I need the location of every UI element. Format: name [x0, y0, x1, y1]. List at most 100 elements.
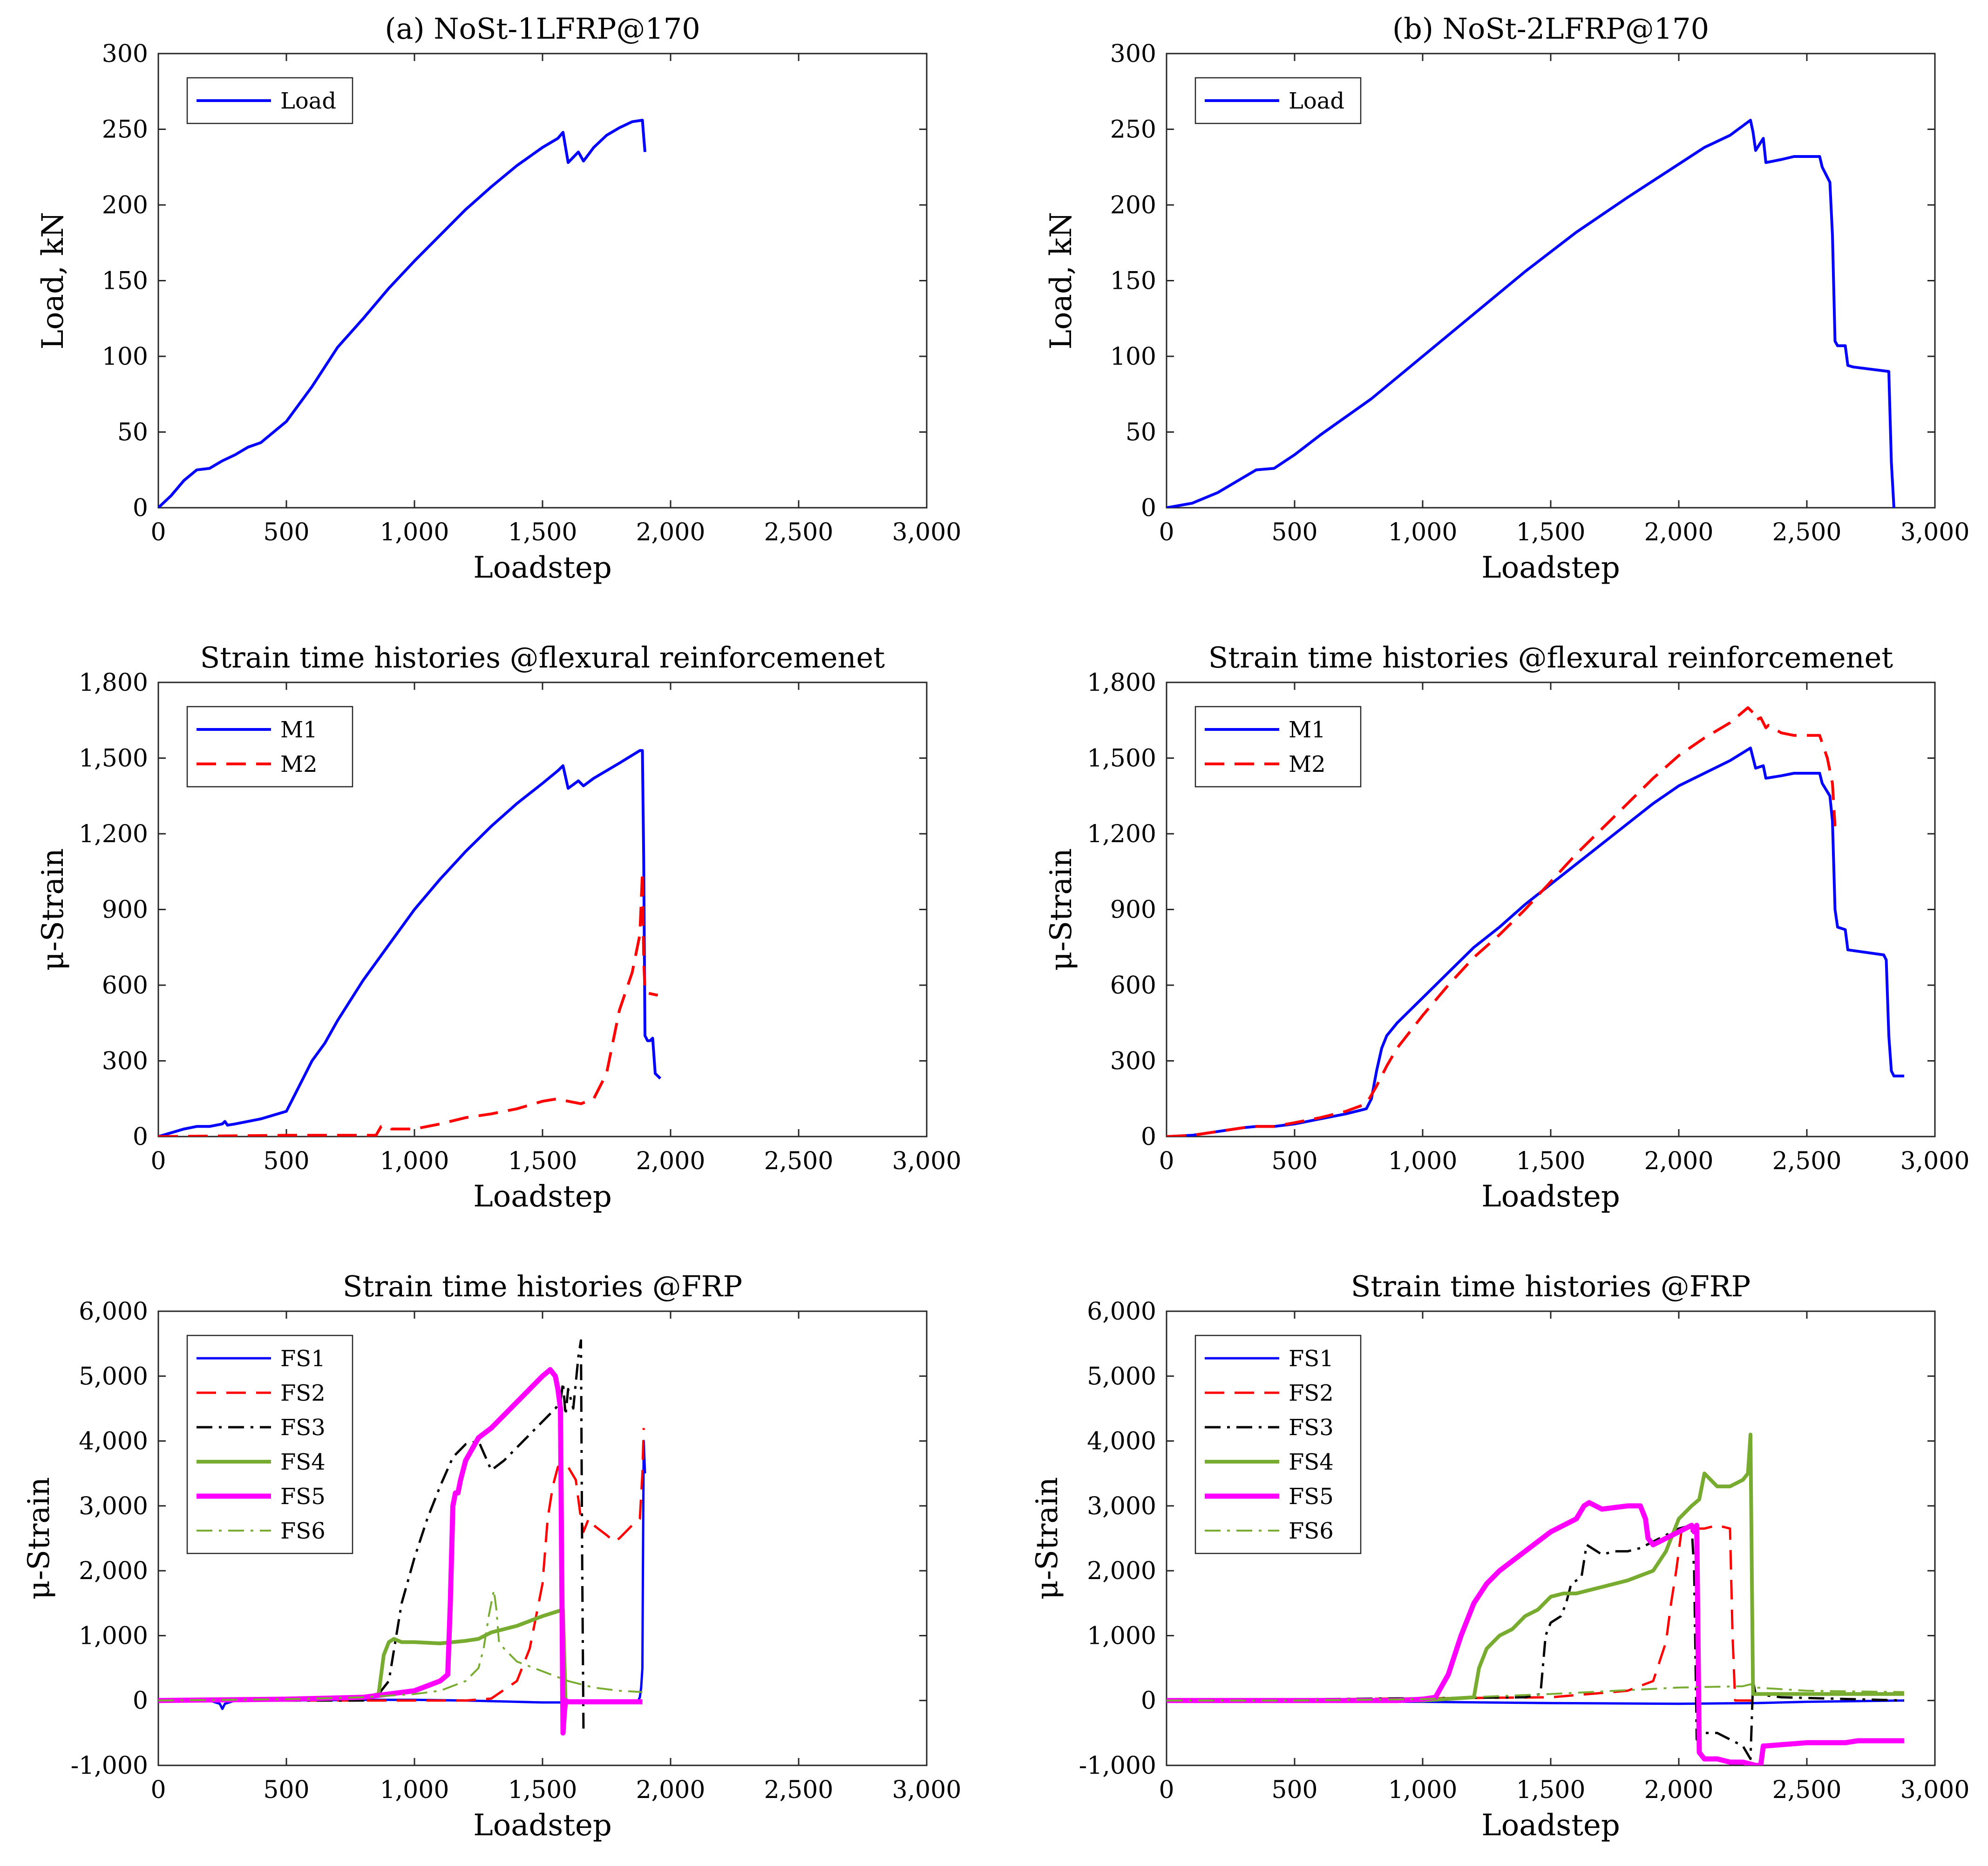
x-tick-label: 3,000 — [1900, 1147, 1970, 1175]
y-tick-label: 0 — [133, 494, 148, 522]
y-axis-label: μ-Strain — [36, 848, 70, 971]
y-tick-label: 3,000 — [79, 1492, 148, 1520]
x-tick-label: 3,000 — [1900, 1776, 1970, 1804]
chart-a2: Strain time histories @flexural reinforc… — [36, 640, 961, 1214]
y-tick-label: 300 — [102, 40, 148, 68]
x-tick-label: 0 — [1159, 1776, 1174, 1804]
x-tick-label: 0 — [1159, 1147, 1174, 1175]
plot-area — [1166, 53, 1936, 509]
chart-a3: Strain time histories @FRP 0 500 1,000 1,500… — [22, 1269, 961, 1843]
chart-title: Strain time histories @flexural reinforc… — [200, 640, 885, 674]
x-tick-label: 1,500 — [1516, 1776, 1586, 1804]
y-tick-label: 0 — [1141, 1123, 1156, 1151]
x-tick-label: 2,000 — [636, 1147, 706, 1175]
x-tick-label: 1,000 — [380, 1776, 449, 1804]
y-tick-label: 1,200 — [1087, 820, 1156, 848]
series-line-fs3 — [158, 1339, 585, 1733]
series-line-fs1 — [158, 1440, 646, 1710]
y-tick-label: 0 — [133, 1687, 148, 1715]
y-tick-label: 600 — [1110, 972, 1156, 1000]
y-tick-label: 1,500 — [79, 745, 148, 773]
y-axis-label: Load, kN — [1044, 212, 1079, 350]
x-tick-label: 500 — [263, 1147, 309, 1175]
x-tick-label: 1,500 — [508, 518, 577, 546]
x-axis-label: Loadstep — [473, 1808, 612, 1843]
legend: FS1 FS2 FS3 FS4 FS5 FS6 — [1194, 1335, 1362, 1554]
series-group — [1167, 119, 1895, 508]
x-tick-label: 2,500 — [1772, 1776, 1842, 1804]
y-tick-label: 150 — [1110, 267, 1156, 295]
legend-entry: FS2 — [1289, 1380, 1334, 1406]
y-tick-label: 0 — [1141, 494, 1156, 522]
plot-area — [157, 53, 928, 509]
legend-box — [186, 706, 353, 788]
y-tick-label: 1,000 — [79, 1622, 148, 1650]
y-tick-label: 300 — [1110, 40, 1156, 68]
y-tick-label: 1,200 — [79, 820, 148, 848]
chart-title: Strain time histories @FRP — [343, 1269, 742, 1303]
y-tick-label: 6,000 — [1087, 1298, 1156, 1326]
legend: Load — [1194, 77, 1362, 124]
x-tick-label: 500 — [1271, 1147, 1317, 1175]
x-tick-label: 500 — [1271, 518, 1317, 546]
chart-title: Strain time histories @flexural reinforc… — [1208, 640, 1893, 674]
y-tick-label: 5,000 — [1087, 1362, 1156, 1390]
legend: FS1 FS2 FS3 FS4 FS5 FS6 — [186, 1335, 353, 1554]
legend-entry: M2 — [1289, 751, 1326, 777]
legend-entry: FS6 — [280, 1518, 326, 1544]
legend-entry: FS4 — [1289, 1449, 1334, 1475]
x-tick-label: 3,000 — [892, 518, 962, 546]
x-tick-label: 1,500 — [508, 1147, 577, 1175]
x-tick-label: 0 — [1159, 518, 1174, 546]
y-tick-label: 900 — [1110, 896, 1156, 924]
x-tick-label: 2,000 — [1644, 1147, 1714, 1175]
x-axis-label: Loadstep — [473, 1179, 612, 1214]
legend: Load — [186, 77, 353, 124]
y-tick-label: 4,000 — [1087, 1428, 1156, 1456]
legend-entry: FS6 — [1289, 1518, 1334, 1544]
chart-title: (a) NoSt-1LFRP@170 — [385, 12, 700, 46]
legend-entry: FS2 — [280, 1380, 326, 1406]
x-tick-label: 1,000 — [1388, 1147, 1458, 1175]
series-line-m2 — [158, 870, 658, 1137]
series-group — [1167, 706, 1904, 1137]
x-tick-label: 3,000 — [892, 1776, 962, 1804]
y-tick-label: 6,000 — [79, 1298, 148, 1326]
chart-b3: Strain time histories @FRP 0 500 1,000 1,500… — [1030, 1269, 1969, 1843]
legend-entry: FS5 — [280, 1484, 326, 1510]
x-tick-label: 1,000 — [1388, 518, 1458, 546]
y-tick-label: 1,800 — [79, 669, 148, 697]
legend-entry: FS3 — [1289, 1415, 1334, 1441]
series-line-fs2 — [158, 1428, 645, 1702]
y-tick-label: 200 — [1110, 191, 1156, 219]
series-line-m1 — [1167, 746, 1904, 1137]
y-tick-label: 5,000 — [79, 1362, 148, 1390]
chart-b2: Strain time histories @flexural reinforc… — [1044, 640, 1969, 1214]
y-tick-label: 0 — [1141, 1687, 1156, 1715]
series-line-fs5 — [158, 1367, 643, 1736]
y-tick-label: 50 — [117, 419, 148, 447]
x-tick-label: 500 — [1271, 1776, 1317, 1804]
x-tick-label: 2,000 — [1644, 1776, 1714, 1804]
y-axis-label: Load, kN — [36, 212, 70, 350]
legend-entry: Load — [1289, 88, 1344, 114]
x-tick-label: 1,000 — [380, 518, 449, 546]
chart-title: (b) NoSt-2LFRP@170 — [1392, 12, 1709, 46]
x-tick-label: 2,500 — [1772, 518, 1842, 546]
x-tick-label: 500 — [263, 1776, 309, 1804]
x-tick-label: 2,000 — [636, 1776, 706, 1804]
x-tick-label: 1,500 — [508, 1776, 577, 1804]
legend-entry: Load — [280, 88, 336, 114]
y-tick-label: 0 — [133, 1123, 148, 1151]
x-tick-label: 2,000 — [636, 518, 706, 546]
y-tick-label: 1,000 — [1087, 1622, 1156, 1650]
x-tick-label: 1,500 — [1516, 518, 1586, 546]
x-axis-label: Loadstep — [473, 551, 612, 585]
y-axis-label: μ-Strain — [1030, 1477, 1065, 1600]
x-tick-label: 1,000 — [380, 1147, 449, 1175]
